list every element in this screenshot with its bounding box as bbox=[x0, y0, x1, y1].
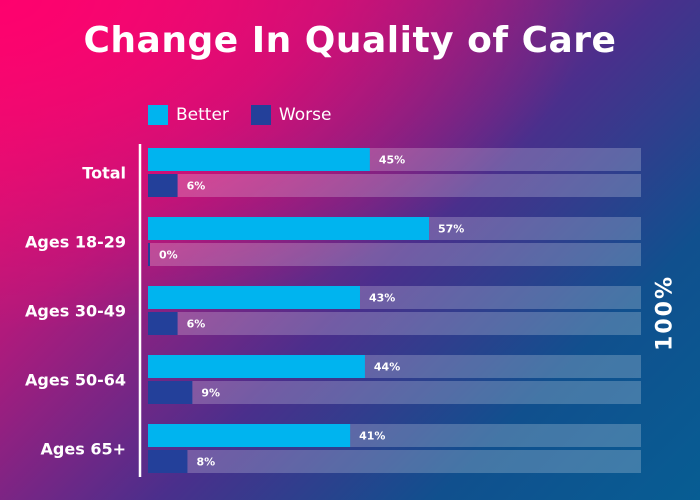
category-label-1: Ages 18-29 bbox=[25, 233, 126, 252]
category-label-4: Ages 65+ bbox=[41, 440, 126, 459]
legend-label-better: Better bbox=[176, 105, 229, 125]
category-label-0: Total bbox=[82, 164, 126, 183]
bar-worse-3 bbox=[148, 381, 193, 404]
bar-worse-4 bbox=[148, 450, 188, 473]
bar-worse-1 bbox=[148, 243, 150, 266]
bar-better-3 bbox=[148, 355, 365, 378]
bar-worse-0 bbox=[148, 174, 178, 197]
side-label-text: 100% bbox=[652, 275, 678, 351]
bar-track-worse-3 bbox=[148, 381, 641, 404]
bar-better-4 bbox=[148, 424, 351, 447]
data-label-better-1: 57% bbox=[438, 223, 464, 236]
legend-item-worse: Worse bbox=[250, 105, 332, 125]
side-label: 100% bbox=[645, 268, 685, 358]
data-label-worse-3: 9% bbox=[201, 387, 220, 400]
bar-better-1 bbox=[148, 217, 430, 240]
bar-worse-2 bbox=[148, 312, 178, 335]
legend: Better Worse bbox=[148, 104, 353, 126]
data-label-better-0: 45% bbox=[379, 154, 405, 167]
category-label-3: Ages 50-64 bbox=[25, 371, 126, 390]
data-label-better-2: 43% bbox=[369, 292, 395, 305]
bar-track-worse-0 bbox=[148, 174, 641, 197]
bar-track-worse-2 bbox=[148, 312, 641, 335]
legend-item-better: Better bbox=[148, 105, 229, 125]
legend-label-worse: Worse bbox=[278, 105, 332, 125]
category-label-2: Ages 30-49 bbox=[25, 302, 126, 321]
data-label-better-4: 41% bbox=[359, 430, 385, 443]
legend-swatch-worse bbox=[250, 105, 271, 125]
chart-title: Change In Quality of Care bbox=[83, 20, 617, 61]
data-label-worse-1: 0% bbox=[159, 249, 178, 262]
data-label-better-3: 44% bbox=[374, 361, 400, 374]
legend-swatch-better bbox=[148, 105, 168, 125]
bar-better-0 bbox=[148, 148, 370, 171]
data-label-worse-4: 8% bbox=[196, 456, 215, 469]
data-label-worse-2: 6% bbox=[187, 318, 206, 331]
bar-track-worse-1 bbox=[148, 243, 641, 266]
data-label-worse-0: 6% bbox=[187, 180, 206, 193]
bar-track-worse-4 bbox=[148, 450, 641, 473]
bar-better-2 bbox=[148, 286, 360, 309]
